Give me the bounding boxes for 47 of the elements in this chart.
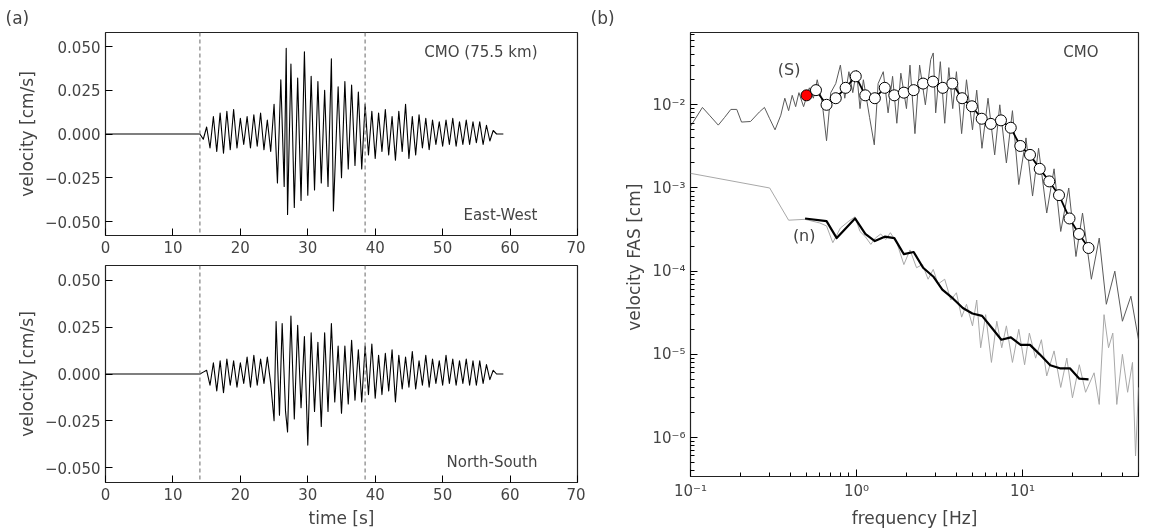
y-axis-title: velocity FAS [cm] bbox=[624, 183, 645, 331]
x-tick-label: 60 bbox=[500, 485, 520, 504]
x-axis-title: frequency [Hz] bbox=[851, 507, 978, 528]
x-tick-label: 10⁰ bbox=[843, 481, 870, 500]
annotation: CMO bbox=[1063, 42, 1099, 61]
y-tick-label: −0.025 bbox=[44, 169, 101, 188]
x-tick-label: 10 bbox=[163, 238, 183, 257]
x-axis-title: time [s] bbox=[308, 507, 375, 528]
y-tick-label: 10⁻⁴ bbox=[652, 262, 686, 281]
annotation: CMO (75.5 km) bbox=[424, 42, 538, 61]
x-tick-label: 10¹ bbox=[1009, 481, 1036, 500]
x-tick-label: 40 bbox=[365, 238, 385, 257]
y-tick-label: −0.050 bbox=[44, 213, 101, 232]
x-tick-label: 30 bbox=[298, 485, 318, 504]
x-tick-label: 40 bbox=[365, 485, 385, 504]
y-tick-label: −0.050 bbox=[44, 459, 101, 478]
chart-title: (b) bbox=[590, 7, 615, 28]
y-axis-title: velocity [cm/s] bbox=[16, 311, 37, 437]
y-tick-label: 10⁻³ bbox=[652, 178, 686, 197]
y-tick-label: −0.025 bbox=[44, 412, 101, 431]
x-tick-label: 10⁻¹ bbox=[673, 481, 708, 500]
x-tick-label: 20 bbox=[230, 485, 250, 504]
x-tick-label: 30 bbox=[298, 238, 318, 257]
x-tick-label: 50 bbox=[433, 485, 453, 504]
y-tick-label: 10⁻² bbox=[652, 95, 686, 114]
annotation: East-West bbox=[463, 205, 538, 224]
x-tick-label: 60 bbox=[500, 238, 520, 257]
annotation: (n) bbox=[792, 225, 816, 245]
x-tick-label: 70 bbox=[566, 485, 586, 504]
y-tick-label: 0.000 bbox=[57, 366, 101, 384]
x-tick-label: 70 bbox=[566, 238, 586, 257]
y-tick-label: 0.050 bbox=[57, 38, 101, 57]
chart-title: (a) bbox=[5, 7, 30, 28]
annotation: (S) bbox=[777, 59, 801, 79]
y-tick-label: 0.025 bbox=[57, 319, 101, 338]
y-tick-label: 10⁻⁵ bbox=[652, 345, 686, 364]
y-tick-label: 10⁻⁶ bbox=[652, 428, 686, 447]
x-tick-label: 10 bbox=[163, 485, 183, 504]
x-tick-label: 0 bbox=[100, 238, 111, 257]
y-tick-label: 0.050 bbox=[57, 272, 101, 291]
y-axis-title: velocity [cm/s] bbox=[16, 71, 37, 197]
annotation: North-South bbox=[446, 452, 538, 471]
x-tick-label: 0 bbox=[100, 485, 111, 504]
x-tick-label: 20 bbox=[230, 238, 250, 257]
x-tick-label: 50 bbox=[433, 238, 453, 257]
y-tick-label: 0.000 bbox=[57, 126, 101, 144]
y-tick-label: 0.025 bbox=[57, 82, 101, 101]
